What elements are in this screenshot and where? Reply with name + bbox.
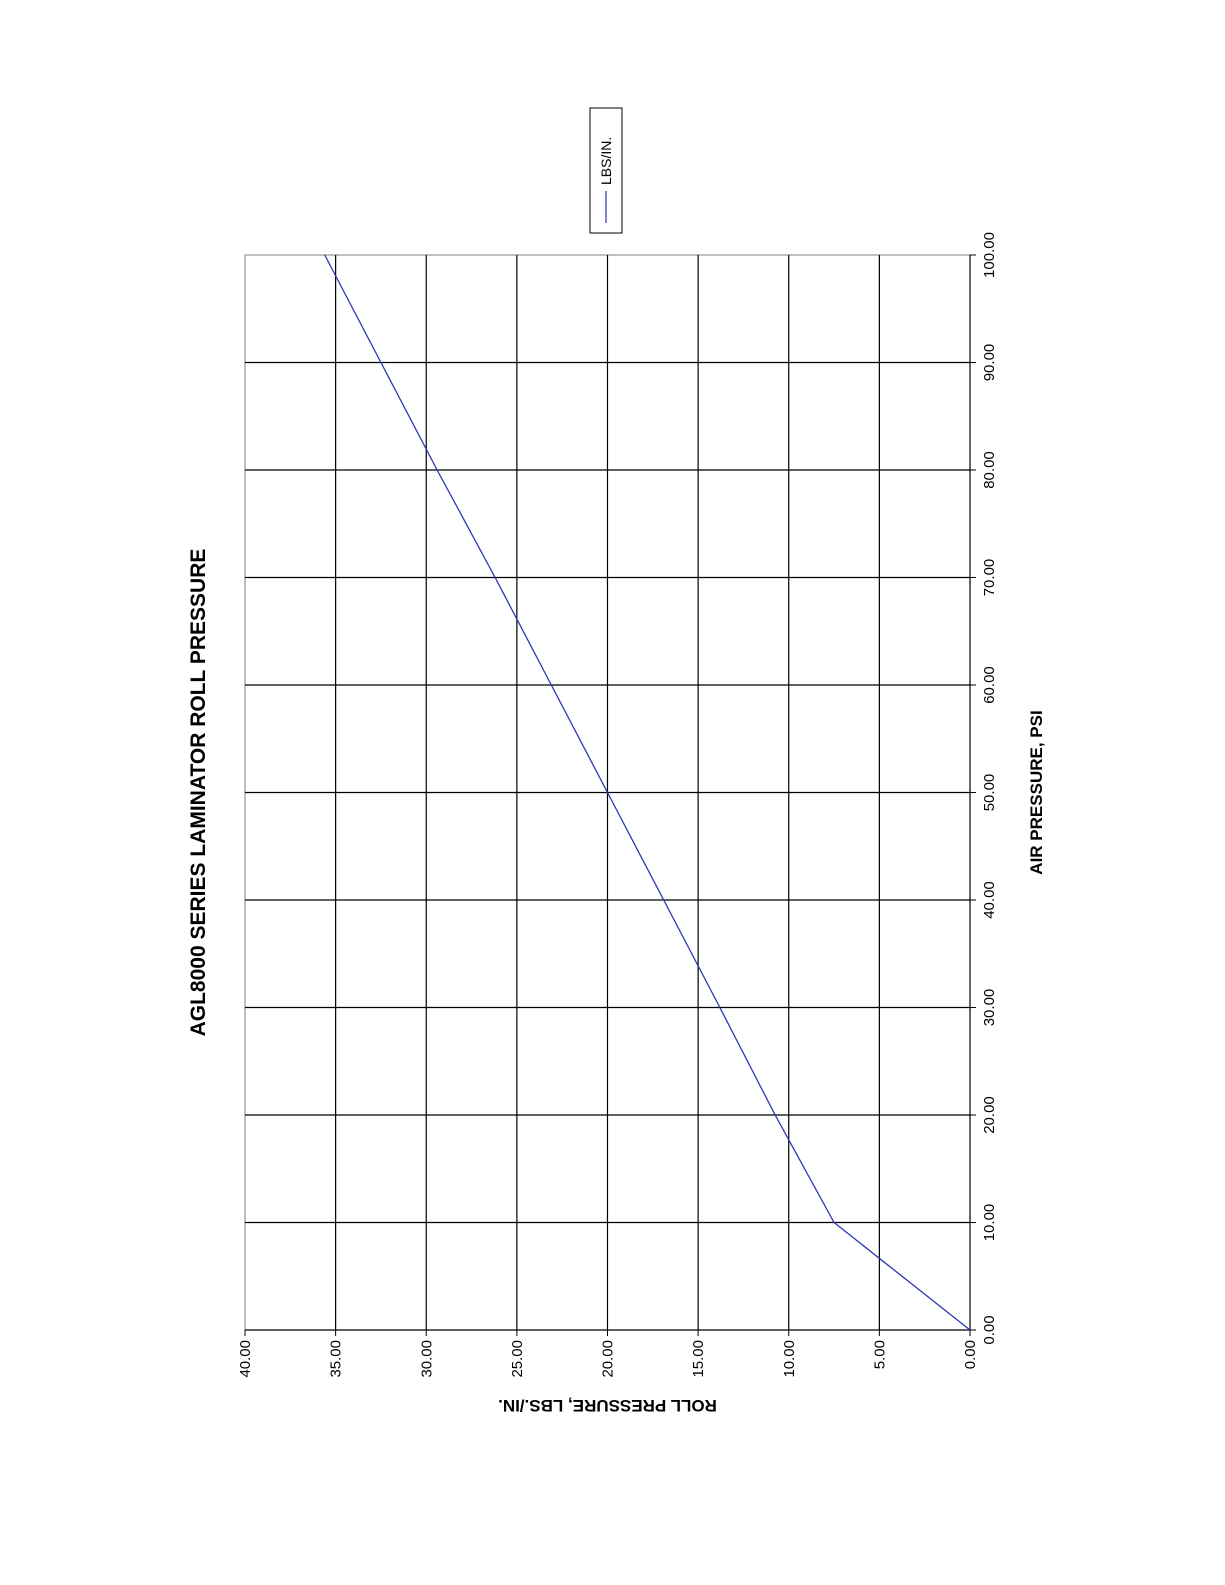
data-point <box>324 254 326 256</box>
x-tick-label: 100.00 <box>981 232 998 278</box>
x-tick-label: 0.00 <box>981 1315 998 1344</box>
y-tick-label: 30.00 <box>418 1340 435 1378</box>
x-tick-label: 50.00 <box>981 774 998 812</box>
x-tick-label: 40.00 <box>981 881 998 919</box>
x-tick-label: 90.00 <box>981 344 998 382</box>
data-point <box>663 899 665 901</box>
x-tick-label: 20.00 <box>981 1096 998 1134</box>
x-axis-title: AIR PRESSURE, PSI <box>1027 710 1046 874</box>
chart-rotated-group: 0.00 10.00 20.00 30.00 40.00 50.00 60.00 70.00 8… <box>187 107 1046 1415</box>
y-tick-label: 20.00 <box>600 1340 617 1378</box>
ticks-group: 0.00 10.00 20.00 30.00 40.00 50.00 60.00 70.00 8… <box>237 232 998 1377</box>
y-tick-label: 35.00 <box>328 1340 345 1378</box>
x-tick-label: 60.00 <box>981 666 998 704</box>
x-tick-label: 70.00 <box>981 559 998 597</box>
chart-title: AGL8000 SERIES LAMINATOR ROLL PRESSURE <box>187 549 210 1037</box>
data-point <box>380 361 382 364</box>
legend: LBS/IN. <box>589 107 623 234</box>
x-tick-label: 30.00 <box>981 989 998 1027</box>
data-point <box>606 791 609 794</box>
data-point <box>774 1114 776 1116</box>
data-point <box>550 684 552 686</box>
y-axis-title: ROLL PRESSURE, LBS./IN. <box>498 1396 717 1415</box>
y-tick-label: 40.00 <box>237 1340 254 1378</box>
y-tick-label: 5.00 <box>871 1340 888 1369</box>
data-point <box>833 1221 835 1224</box>
y-tick-label: 10.00 <box>781 1340 798 1378</box>
x-tick-label: 10.00 <box>981 1204 998 1242</box>
grid-group <box>245 255 971 1331</box>
y-tick-label: 0.00 <box>962 1340 979 1369</box>
y-tick-label: 15.00 <box>690 1340 707 1378</box>
data-point <box>494 576 496 579</box>
data-point <box>719 1006 721 1009</box>
data-point <box>436 469 438 471</box>
legend-box <box>589 107 623 234</box>
y-tick-label: 25.00 <box>509 1340 526 1378</box>
x-tick-label: 80.00 <box>981 451 998 489</box>
labels-group: AGL8000 SERIES LAMINATOR ROLL PRESSURE A… <box>187 549 1046 1415</box>
legend-label: LBS/IN. <box>598 137 614 185</box>
